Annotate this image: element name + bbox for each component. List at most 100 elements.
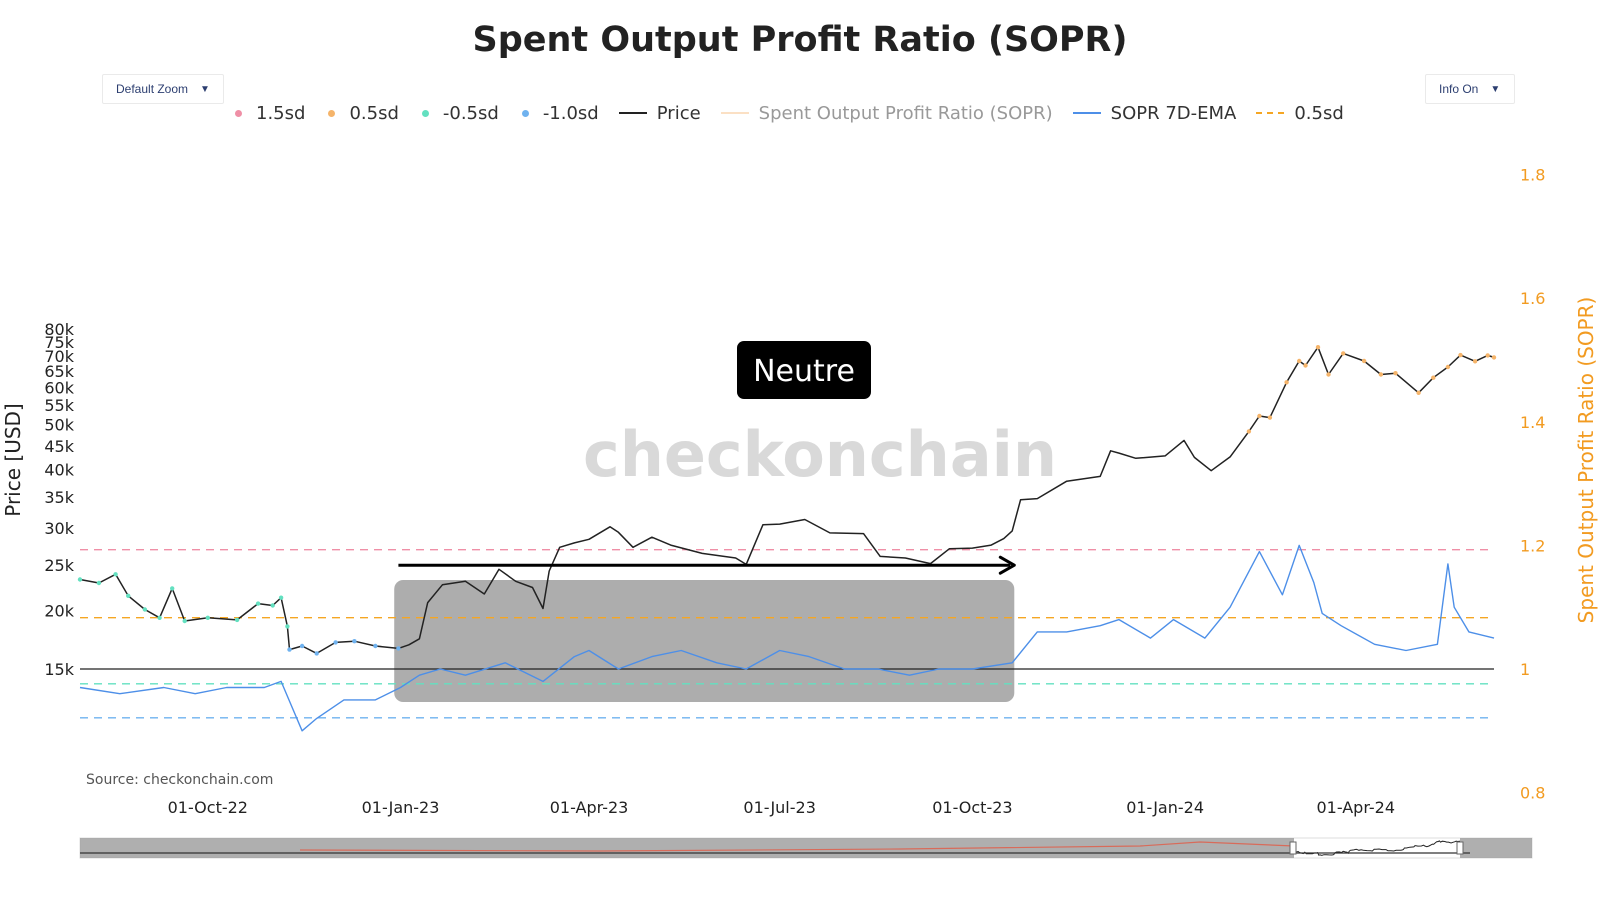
legend-label: SOPR 7D-EMA: [1110, 102, 1237, 124]
data-point: [1228, 605, 1232, 609]
data-point: [1303, 363, 1308, 368]
data-point: [1446, 562, 1450, 566]
data-point: [438, 667, 442, 671]
data-point: [77, 577, 83, 582]
data-point: [205, 615, 210, 620]
legend-item[interactable]: 0.5sd: [325, 103, 399, 124]
data-point: [417, 673, 421, 677]
legend-label: -1.0sd: [542, 102, 599, 124]
y-axis-title: Price [USD]: [1, 403, 25, 517]
data-point: [300, 729, 304, 733]
data-point: [278, 595, 284, 600]
data-point: [234, 617, 240, 623]
y-tick-label: 30k: [44, 519, 74, 538]
data-point: [558, 545, 562, 549]
y-tick-label: 50k: [44, 415, 74, 434]
data-point: [1431, 375, 1436, 380]
data-point: [398, 685, 402, 689]
data-point: [541, 679, 545, 683]
y2-tick-label: 0.8: [1520, 784, 1545, 803]
series-line: [79, 544, 1495, 732]
data-point: [1458, 352, 1463, 358]
data-point: [1117, 451, 1121, 455]
data-point: [608, 525, 612, 529]
data-point: [547, 569, 551, 573]
data-point: [541, 606, 545, 610]
data-point: [1485, 353, 1490, 358]
data-point: [631, 545, 635, 549]
watermark-text: checkonchain: [583, 418, 1057, 491]
y2-tick-label: 1: [1520, 660, 1530, 679]
data-point: [878, 554, 882, 558]
data-point: [1492, 636, 1496, 640]
data-point: [1065, 479, 1069, 483]
range-slider-handle-left[interactable]: [1289, 841, 1297, 855]
y2-tick-label: 1.8: [1520, 166, 1545, 185]
data-point: [1393, 371, 1398, 376]
data-point: [142, 607, 148, 612]
legend-item[interactable]: -1.0sd: [519, 103, 599, 124]
data-point: [650, 654, 654, 658]
x-tick-label: 01-Jul-23: [743, 798, 815, 817]
data-point: [1452, 605, 1456, 609]
y2-axis-title: Spent Output Profit Ratio (SOPR): [1574, 297, 1598, 624]
range-slider-handle-right[interactable]: [1456, 841, 1464, 855]
data-point: [1257, 413, 1262, 419]
data-point: [1257, 549, 1261, 553]
x-tick-label: 01-Apr-24: [1316, 798, 1395, 817]
data-point: [861, 531, 865, 535]
x-tick-label: 01-Apr-23: [550, 798, 629, 817]
data-point: [715, 661, 719, 665]
data-point: [1203, 636, 1207, 640]
data-point: [842, 667, 846, 671]
data-point: [1445, 364, 1451, 370]
x-tick-label: 01-Oct-23: [932, 798, 1012, 817]
data-point: [440, 583, 444, 587]
data-point: [1182, 438, 1186, 442]
data-point: [876, 667, 880, 671]
legend-item[interactable]: -0.5sd: [419, 103, 499, 124]
data-point: [650, 535, 654, 539]
data-point: [407, 643, 411, 647]
default-zoom-dropdown[interactable]: Default Zoom ▼: [102, 74, 224, 104]
legend-label: -0.5sd: [442, 102, 499, 124]
y-tick-label: 15k: [44, 660, 74, 679]
source-label: Source: checkonchain.com: [86, 772, 274, 788]
legend-item[interactable]: Price: [618, 103, 701, 124]
y-tick-label: 55k: [44, 396, 74, 415]
data-point: [333, 640, 338, 645]
data-point: [572, 654, 576, 658]
y-tick-label: 20k: [44, 602, 74, 621]
data-point: [907, 673, 911, 677]
info-toggle-dropdown[interactable]: Info On ▼: [1425, 74, 1515, 104]
data-point: [744, 667, 748, 671]
data-point: [947, 547, 951, 551]
data-point: [482, 592, 486, 596]
legend-label: Spent Output Profit Ratio (SOPR): [758, 102, 1053, 124]
data-point: [587, 648, 591, 652]
y-tick-label: 25k: [44, 556, 74, 575]
data-point: [1312, 580, 1316, 584]
legend-item[interactable]: 1.5sd: [232, 103, 305, 124]
range-slider[interactable]: [79, 837, 1533, 859]
neutral-zone-box: [394, 580, 1015, 702]
data-point: [1117, 617, 1121, 621]
data-point: [463, 579, 467, 583]
y2-tick-label: 1.4: [1520, 413, 1545, 432]
data-point: [1035, 496, 1039, 500]
legend-item[interactable]: SOPR 7D-EMA: [1072, 102, 1237, 124]
data-point: [530, 585, 534, 589]
data-point: [1320, 611, 1324, 615]
legend-swatch: [421, 109, 429, 117]
data-point: [373, 643, 378, 649]
legend-item[interactable]: Spent Output Profit Ratio (SOPR): [720, 102, 1053, 124]
y2-tick-label: 1.6: [1520, 289, 1545, 308]
y-tick-label: 60k: [44, 378, 74, 397]
legend-item[interactable]: 0.5sd: [1256, 103, 1344, 124]
data-point: [497, 567, 501, 571]
data-point: [1404, 648, 1408, 652]
legend-swatch: [618, 112, 647, 114]
data-point: [1228, 455, 1232, 459]
legend-swatch: [1072, 112, 1101, 114]
data-point: [255, 601, 261, 606]
